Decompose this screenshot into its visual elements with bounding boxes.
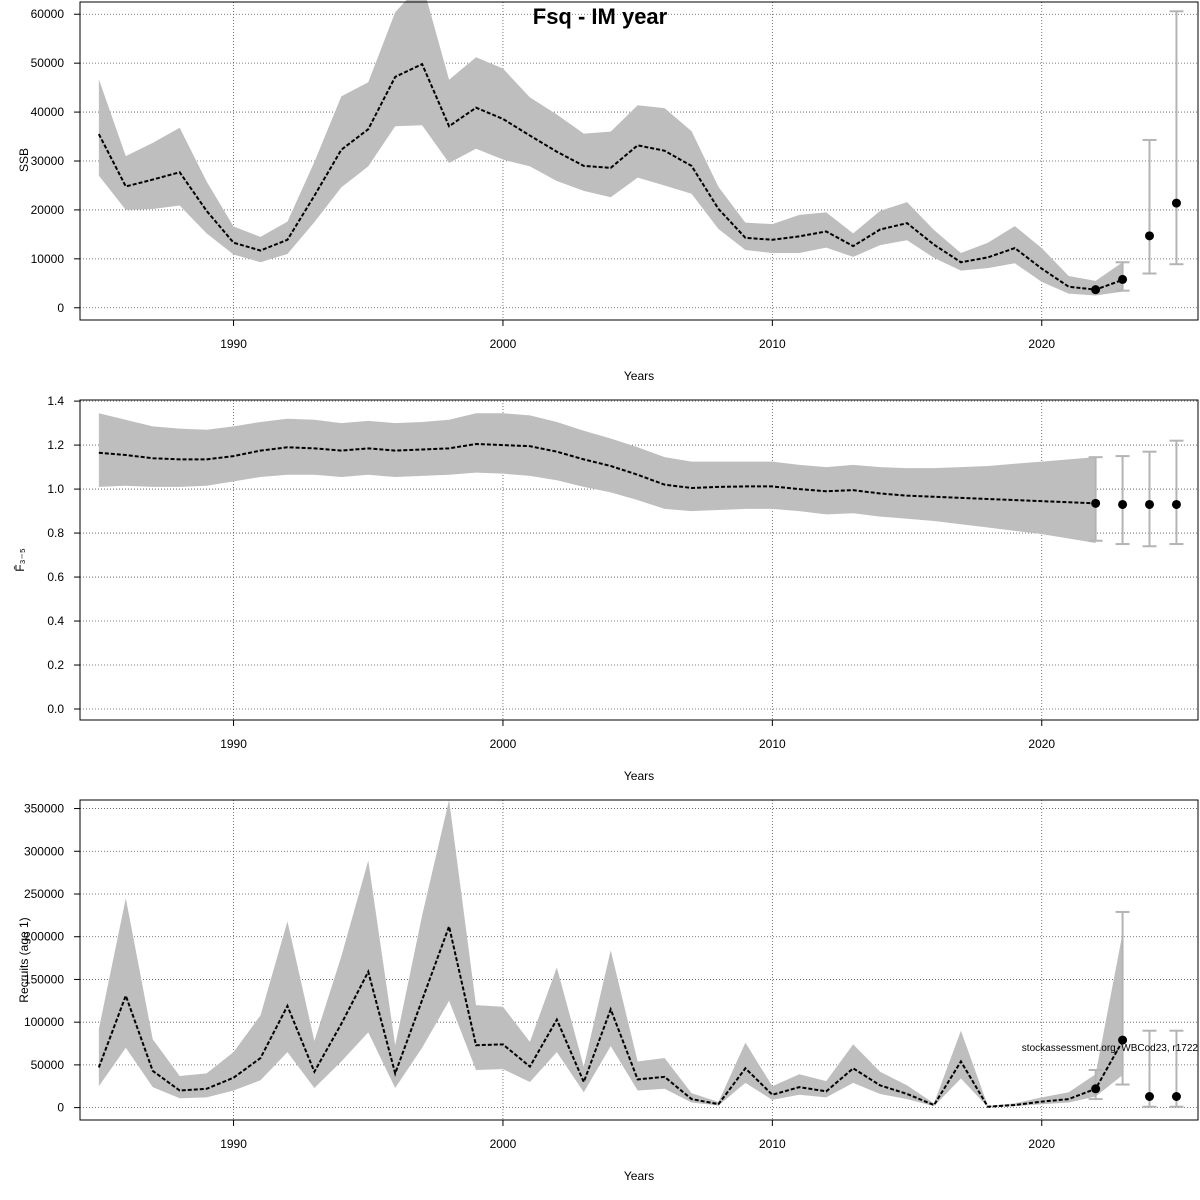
y-tick-label: 0.8 (47, 526, 64, 540)
x-axis-title: Years (624, 769, 654, 783)
x-tick-label: 1990 (220, 1137, 247, 1151)
x-tick-label: 2020 (1028, 337, 1055, 351)
forecast-point (1118, 1035, 1128, 1045)
forecast-point (1145, 499, 1155, 509)
forecast-point (1145, 1092, 1155, 1102)
y-tick-label: 60000 (31, 7, 65, 21)
y-tick-label: 0.4 (47, 614, 64, 628)
estimate-line (97, 62, 1123, 291)
x-tick-label: 2000 (490, 337, 517, 351)
y-axis-title: Recruits (age 1) (17, 917, 31, 1002)
x-axis-title: Years (624, 1169, 654, 1183)
x-tick-label: 2010 (759, 337, 786, 351)
forecast-point (1091, 498, 1101, 508)
y-tick-label: 1.0 (47, 482, 64, 496)
y-tick-label: 250000 (24, 887, 64, 901)
x-tick-label: 1990 (220, 737, 247, 751)
x-tick-label: 2020 (1028, 1137, 1055, 1151)
y-tick-label: 100000 (24, 1015, 64, 1029)
chart-panels: 1990 2000 2010 2020010000200003000040000500… (13, 0, 1199, 1183)
estimate-line (97, 922, 1124, 1108)
forecast-point (1091, 1084, 1101, 1094)
forecast-point (1118, 499, 1128, 509)
y-tick-label: 350000 (24, 802, 64, 816)
confidence-band (98, 800, 1123, 1108)
x-tick-label: 2000 (490, 737, 517, 751)
chart-title: Fsq - IM year (533, 4, 668, 29)
x-tick-label: 2000 (490, 1137, 517, 1151)
footnote: stockassessment.org, WBCod23, r1722 (1022, 1043, 1199, 1054)
y-tick-label: 150000 (24, 972, 64, 986)
x-tick-label: 2010 (759, 1137, 786, 1151)
y-axis-title: SSB (17, 148, 31, 172)
confidence-band (98, 0, 1123, 296)
y-tick-label: 50000 (31, 1058, 65, 1072)
y-tick-label: 40000 (31, 105, 65, 119)
x-axis-title: Years (624, 369, 654, 383)
forecast-point (1118, 274, 1128, 284)
y-tick-label: 1.4 (47, 394, 64, 408)
forecast-point (1171, 1092, 1181, 1102)
x-tick-label: 1990 (220, 337, 247, 351)
y-tick-label: 0.0 (47, 702, 64, 716)
plot-frame (79, 399, 1199, 721)
y-tick-label: 0 (57, 301, 64, 315)
forecast-point (1091, 285, 1101, 295)
y-tick-label: 1.2 (47, 438, 64, 452)
y-tick-label: 200000 (24, 930, 64, 944)
panel-2: 1990 2000 2010 2020 0.0 0.2 0.4 0.6 0.8 1.0 1.2 1.4… (13, 394, 1199, 783)
confidence-band (98, 413, 1096, 543)
y-tick-label: 10000 (31, 252, 65, 266)
plot-frame (79, 799, 1199, 1121)
y-tick-label: 300000 (24, 844, 64, 858)
y-tick-label: 20000 (31, 203, 65, 217)
forecast-point (1171, 499, 1181, 509)
x-tick-label: 2020 (1028, 737, 1055, 751)
y-tick-label: 30000 (31, 154, 65, 168)
x-tick-label: 2010 (759, 737, 786, 751)
forecast-point (1145, 231, 1155, 241)
y-tick-label: 50000 (31, 56, 65, 70)
y-tick-label: 0.6 (47, 570, 64, 584)
forecast-point (1171, 198, 1181, 208)
panel-1: 1990 2000 2010 2020 0 10000 20000 30000 40000 500… (17, 0, 1199, 383)
y-axis-title: F̄₃₋₅ (13, 548, 27, 572)
y-tick-label: 0 (57, 1101, 64, 1115)
panel-3: 1990 2000 2010 2020 0 50000 100000 150000 200000… (17, 799, 1199, 1183)
y-tick-label: 0.2 (47, 658, 64, 672)
